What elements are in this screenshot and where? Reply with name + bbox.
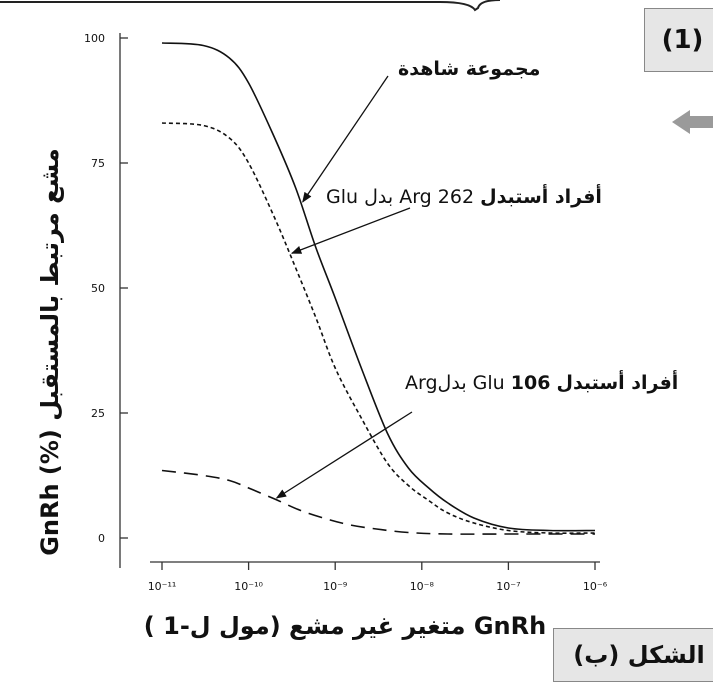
figure-number: (1) [661, 25, 704, 55]
y-tick-label: 25 [91, 407, 105, 420]
annotation-arrow [302, 75, 389, 203]
x-tick-label: 10⁻⁸ [410, 580, 435, 593]
y-tick-label: 0 [98, 532, 105, 545]
x-tick-label: 10⁻⁷ [496, 580, 520, 593]
annotation-arg262-part1: أفراد أستبدل [480, 186, 602, 208]
series-line [161, 469, 595, 535]
y-tick-label: 50 [91, 282, 105, 295]
annotation-glu106: أفراد أستبدل Glu 106 بدلArg [405, 372, 678, 394]
annotation-glu106-part1: أفراد أستبدل [556, 372, 679, 394]
annotation-glu106-part2: Glu [472, 372, 557, 394]
annotation-glu106-part3: 106 [510, 372, 551, 394]
x-tick-label: 10⁻¹¹ [148, 580, 177, 593]
y-tick-label: 100 [84, 32, 105, 45]
annotation-arg262-part3: بدل Glu [326, 186, 394, 208]
y-tick-label: 75 [91, 157, 105, 170]
figure-number-box: (1) [644, 8, 713, 72]
x-tick-label: 10⁻⁶ [583, 580, 608, 593]
side-arrow-icon [672, 110, 690, 134]
side-arrow-tail [690, 116, 713, 128]
annotation-arrow [290, 207, 411, 254]
chart-series [161, 42, 596, 535]
annotation-glu106-part4: بدلArg [405, 372, 473, 394]
series-line [161, 42, 596, 532]
figure-caption: الشكل (ب) [573, 641, 705, 669]
chart-axes: 0 25 50 75 100 10⁻¹¹ 10⁻¹⁰ 10⁻⁹ 10⁻⁸ 10⁻⁷ 10⁻⁶ [84, 32, 608, 593]
x-axis-label: GnRh متغير غير مشع (مول ل-1 ) [143, 612, 547, 640]
y-axis-label: مشع مرتبط بالمستقبل (%) GnRh [36, 148, 64, 556]
annotation-arrows [275, 75, 413, 499]
annotation-arg262: أفراد أستبدل Arg 262 بدل Glu [326, 186, 602, 208]
series-line [161, 122, 596, 534]
annotation-arg262-part2: Arg 262 [393, 186, 481, 208]
figure-caption-box: الشكل (ب) [553, 628, 713, 682]
annotation-control-text: مجموعة شاهدة [398, 58, 541, 80]
frame-top-border [0, 0, 501, 12]
x-tick-label: 10⁻¹⁰ [234, 580, 263, 593]
x-tick-label: 10⁻⁹ [323, 580, 347, 593]
annotation-control-group: مجموعة شاهدة [398, 58, 540, 80]
annotation-arrow [275, 411, 413, 499]
